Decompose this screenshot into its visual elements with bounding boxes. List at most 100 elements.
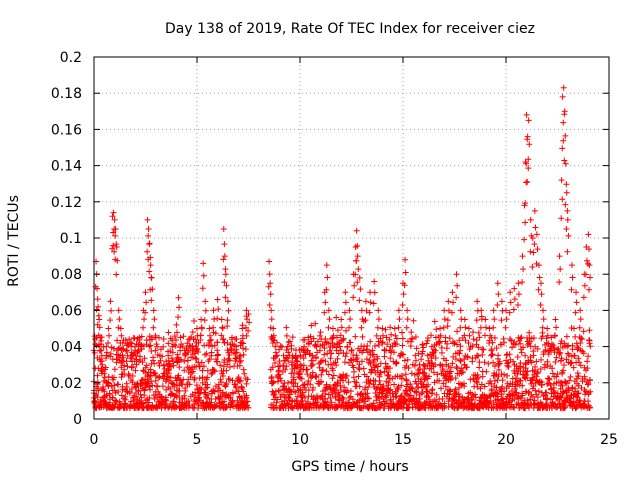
data-point xyxy=(399,301,406,308)
data-point xyxy=(208,399,215,406)
data-point xyxy=(110,242,117,249)
data-point xyxy=(344,344,351,351)
data-point xyxy=(456,393,463,400)
data-point xyxy=(268,307,275,314)
data-point xyxy=(333,314,340,321)
data-point xyxy=(324,274,331,281)
data-point xyxy=(348,347,355,354)
y-tick-label: 0 xyxy=(73,412,82,428)
data-point xyxy=(124,352,131,359)
data-point xyxy=(108,307,115,314)
data-point xyxy=(186,381,193,388)
data-point xyxy=(169,343,176,350)
data-point xyxy=(584,260,591,267)
data-point xyxy=(576,324,583,331)
data-point xyxy=(465,325,472,332)
data-point xyxy=(575,355,582,362)
data-point xyxy=(550,342,557,349)
data-point xyxy=(580,328,587,335)
data-point xyxy=(564,216,571,223)
data-point xyxy=(481,383,488,390)
data-point xyxy=(211,368,218,375)
data-point xyxy=(198,316,205,323)
data-point xyxy=(461,332,468,339)
data-point xyxy=(578,385,585,392)
data-point xyxy=(245,311,252,318)
data-point xyxy=(356,361,363,368)
data-point xyxy=(387,396,394,403)
data-point xyxy=(196,375,203,382)
data-point xyxy=(356,383,363,390)
data-point xyxy=(473,337,480,344)
data-point xyxy=(280,383,287,390)
data-point xyxy=(146,383,153,390)
data-point xyxy=(224,323,231,330)
data-point xyxy=(116,316,123,323)
data-point xyxy=(566,377,573,384)
data-point xyxy=(519,253,526,260)
data-point xyxy=(569,384,576,391)
data-point xyxy=(141,355,148,362)
data-point xyxy=(301,394,308,401)
data-point xyxy=(444,317,451,324)
data-point xyxy=(558,177,565,184)
data-point xyxy=(495,373,502,380)
data-point xyxy=(343,372,350,379)
data-point xyxy=(371,357,378,364)
data-point xyxy=(205,339,212,346)
data-point xyxy=(202,389,209,396)
data-point xyxy=(330,332,337,339)
data-point xyxy=(221,253,228,260)
data-point xyxy=(398,329,405,336)
data-point xyxy=(346,399,353,406)
data-point xyxy=(506,351,513,358)
data-point xyxy=(523,371,530,378)
data-point xyxy=(210,324,217,331)
data-point xyxy=(418,356,425,363)
data-point xyxy=(507,299,514,306)
data-point xyxy=(503,307,509,314)
data-point xyxy=(195,348,202,355)
data-point xyxy=(139,359,146,366)
data-point xyxy=(371,364,378,371)
data-point xyxy=(495,367,502,374)
data-point xyxy=(498,298,505,305)
data-point xyxy=(432,334,439,341)
data-point xyxy=(268,316,275,323)
data-point xyxy=(517,340,524,347)
data-point xyxy=(517,335,524,342)
data-point xyxy=(305,341,312,348)
data-point xyxy=(298,375,305,382)
data-point xyxy=(564,248,571,255)
x-tick-label: 15 xyxy=(394,432,412,448)
data-point xyxy=(517,377,524,384)
data-point xyxy=(523,160,530,167)
data-point xyxy=(317,329,324,336)
data-point xyxy=(514,381,521,388)
data-point xyxy=(227,404,234,411)
data-point xyxy=(402,256,409,263)
data-point xyxy=(499,377,506,384)
data-point xyxy=(266,301,273,308)
data-point xyxy=(437,402,444,409)
data-point xyxy=(97,334,104,341)
data-point xyxy=(143,299,150,306)
data-point xyxy=(400,291,407,298)
data-point xyxy=(446,335,453,342)
data-point xyxy=(113,399,120,406)
data-point xyxy=(407,381,414,388)
data-point xyxy=(211,342,218,349)
data-point xyxy=(101,388,108,395)
data-point xyxy=(519,392,526,399)
data-point xyxy=(191,318,198,325)
data-point xyxy=(400,351,407,358)
data-point xyxy=(316,332,323,339)
data-point xyxy=(163,397,170,404)
data-point xyxy=(505,363,512,370)
data-point xyxy=(198,386,205,393)
data-point xyxy=(532,363,539,370)
data-point xyxy=(411,362,418,369)
data-point xyxy=(141,316,148,323)
data-point xyxy=(356,366,363,373)
data-point xyxy=(473,352,480,359)
